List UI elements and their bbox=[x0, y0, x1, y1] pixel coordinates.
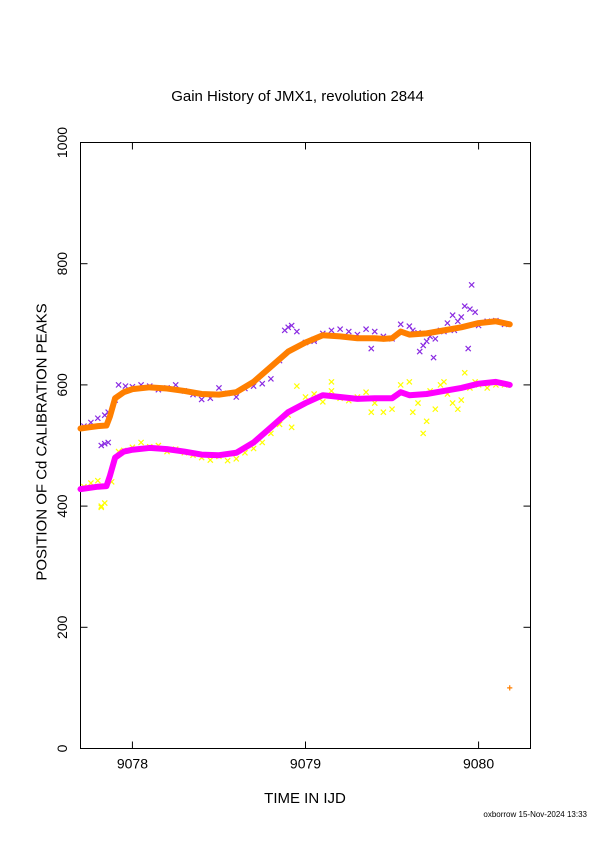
data-point bbox=[423, 418, 430, 425]
data-point bbox=[397, 381, 404, 388]
data-point bbox=[288, 424, 295, 431]
data-point bbox=[267, 375, 274, 382]
data-point bbox=[368, 345, 375, 352]
data-marks bbox=[77, 281, 513, 691]
data-point bbox=[319, 398, 326, 405]
data-point bbox=[101, 440, 108, 447]
series-trend-band bbox=[77, 318, 513, 432]
data-point bbox=[432, 335, 439, 342]
y-tick-label: 200 bbox=[54, 615, 70, 639]
footer-credit: oxborrow 15-Nov-2024 13:33 bbox=[483, 810, 587, 819]
data-point bbox=[440, 378, 447, 385]
data-point bbox=[105, 439, 112, 446]
data-point bbox=[465, 345, 472, 352]
data-point bbox=[472, 309, 479, 316]
data-point bbox=[423, 338, 430, 345]
data-point bbox=[259, 439, 266, 446]
data-point bbox=[371, 328, 378, 335]
data-point bbox=[293, 383, 300, 390]
series-3 bbox=[77, 318, 513, 691]
x-tick-label: 9078 bbox=[117, 756, 148, 772]
data-point bbox=[345, 328, 352, 335]
data-point bbox=[461, 369, 468, 376]
y-tick-label: 600 bbox=[54, 373, 70, 397]
data-point bbox=[371, 400, 378, 407]
y-tick-label: 1000 bbox=[54, 127, 70, 158]
data-point bbox=[466, 306, 473, 313]
data-point bbox=[233, 455, 240, 462]
data-point bbox=[94, 477, 101, 484]
data-point bbox=[432, 406, 439, 413]
y-tick-label: 0 bbox=[54, 744, 70, 752]
data-point bbox=[380, 409, 387, 416]
data-point bbox=[207, 457, 214, 464]
data-point bbox=[406, 378, 413, 385]
data-point bbox=[416, 348, 423, 355]
data-point bbox=[458, 397, 465, 404]
data-point bbox=[224, 457, 231, 464]
data-point bbox=[259, 380, 266, 387]
data-point bbox=[444, 320, 451, 327]
series-0 bbox=[80, 281, 508, 449]
series-2 bbox=[77, 378, 513, 493]
data-point bbox=[420, 430, 427, 437]
data-point bbox=[454, 406, 461, 413]
y-tick-label: 800 bbox=[54, 252, 70, 276]
data-point bbox=[98, 504, 105, 511]
data-point bbox=[328, 387, 335, 394]
data-point bbox=[449, 312, 456, 319]
x-tick-label: 9080 bbox=[463, 756, 494, 772]
data-point bbox=[198, 396, 205, 403]
data-point bbox=[115, 381, 122, 388]
data-point bbox=[293, 328, 300, 335]
data-point bbox=[458, 314, 465, 321]
data-point bbox=[302, 393, 309, 401]
data-point bbox=[328, 327, 335, 334]
chart-title: Gain History of JMX1, revolution 2844 bbox=[171, 88, 424, 105]
data-point bbox=[363, 389, 370, 396]
data-point bbox=[138, 439, 145, 446]
data-point bbox=[368, 409, 375, 416]
data-point bbox=[288, 322, 295, 329]
data-point bbox=[397, 321, 404, 328]
data-point bbox=[285, 324, 292, 331]
data-point bbox=[98, 442, 105, 449]
x-tick-label: 9079 bbox=[290, 756, 321, 772]
axis-ticks: 0 200 400 600 800 1000 9078 9079 9080 bbox=[54, 127, 531, 772]
data-point bbox=[468, 281, 475, 288]
data-point bbox=[363, 326, 370, 333]
data-point bbox=[94, 415, 101, 422]
series-trend-band bbox=[77, 378, 513, 493]
data-point bbox=[484, 384, 491, 391]
data-point bbox=[337, 326, 344, 333]
data-point bbox=[389, 406, 396, 413]
y-tick-label: 400 bbox=[54, 494, 70, 518]
data-point bbox=[449, 400, 456, 407]
data-point bbox=[215, 384, 222, 391]
data-point bbox=[328, 378, 335, 385]
data-point bbox=[461, 303, 468, 310]
data-point bbox=[409, 409, 416, 416]
data-point bbox=[414, 400, 422, 407]
data-point bbox=[430, 354, 437, 361]
data-point bbox=[507, 685, 513, 691]
x-axis-label: TIME IN IJD bbox=[264, 790, 346, 807]
